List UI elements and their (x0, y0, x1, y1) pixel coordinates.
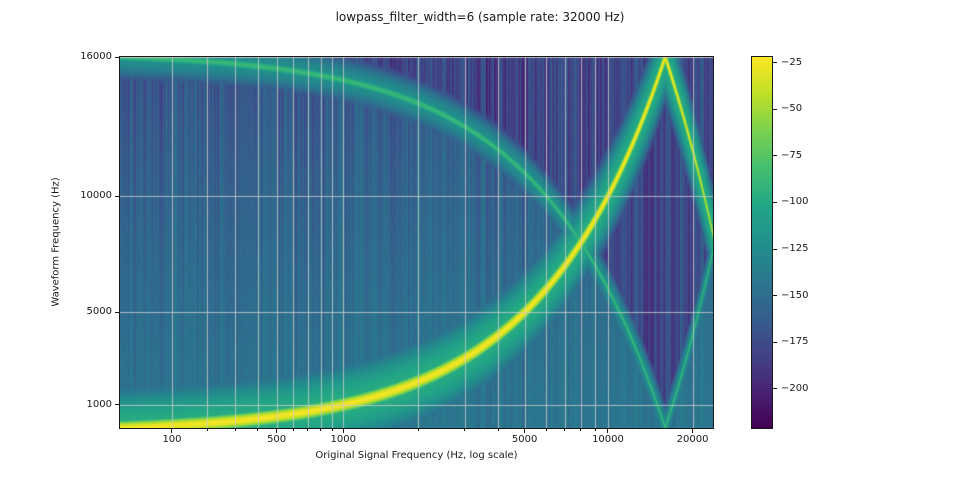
colorbar-tick-label: −125 (781, 243, 809, 255)
x-minor-tick-mark (234, 429, 236, 431)
x-tick-mark (524, 429, 526, 433)
x-minor-tick-mark (257, 429, 259, 431)
colorbar-tick-mark (773, 108, 777, 110)
colorbar-tick-label: −100 (781, 196, 809, 208)
x-tick-label: 500 (267, 434, 287, 445)
y-tick-label: 16000 (80, 51, 112, 62)
x-minor-tick-mark (564, 429, 566, 431)
colorbar-tick-mark (773, 62, 777, 64)
x-tick-mark (342, 429, 344, 433)
x-axis-label: Original Signal Frequency (Hz, log scale… (315, 450, 518, 461)
x-minor-tick-mark (594, 429, 596, 431)
colorbar-tick-mark (773, 295, 777, 297)
x-minor-tick-mark (307, 429, 309, 431)
colorbar-tick-mark (773, 341, 777, 343)
x-tick-mark (607, 429, 609, 433)
y-tick-label: 1000 (86, 398, 112, 410)
chart-title: lowpass_filter_width=6 (sample rate: 320… (335, 10, 625, 24)
y-tick-mark (115, 195, 119, 197)
colorbar-tick-label: −200 (781, 382, 809, 394)
colorbar-tick-label: −25 (781, 56, 803, 68)
x-tick-mark (171, 429, 173, 433)
x-minor-tick-mark (497, 429, 499, 431)
y-tick-mark (115, 311, 119, 313)
spectrogram-heatmap (120, 57, 713, 428)
x-tick-mark (692, 429, 694, 433)
y-tick-label: 5000 (86, 306, 112, 318)
x-tick-mark (276, 429, 278, 433)
x-tick-label: 100 (162, 434, 182, 445)
y-tick-label: 10000 (80, 190, 112, 202)
x-minor-tick-mark (292, 429, 294, 431)
y-tick-mark (115, 404, 119, 406)
x-minor-tick-mark (580, 429, 582, 431)
colorbar-tick-label: −175 (781, 336, 809, 348)
x-tick-label: 5000 (511, 434, 538, 445)
colorbar-tick-mark (773, 201, 777, 203)
x-minor-tick-mark (545, 429, 547, 431)
y-tick-mark (115, 56, 119, 58)
x-minor-tick-mark (206, 429, 208, 431)
x-tick-label: 20000 (676, 434, 709, 445)
x-tick-label: 1000 (330, 434, 356, 445)
colorbar-tick-label: −50 (781, 103, 803, 115)
x-minor-tick-mark (331, 429, 333, 431)
colorbar-gradient (752, 57, 772, 428)
colorbar-tick-mark (773, 155, 777, 157)
colorbar-tick-mark (773, 248, 777, 250)
x-tick-label: 10000 (592, 434, 624, 445)
colorbar-tick-label: −150 (781, 289, 809, 301)
x-minor-tick-mark (464, 429, 466, 431)
colorbar-tick-mark (773, 388, 777, 390)
colorbar-tick-label: −75 (781, 149, 803, 161)
x-minor-tick-mark (320, 429, 322, 431)
x-minor-tick-mark (417, 429, 419, 431)
